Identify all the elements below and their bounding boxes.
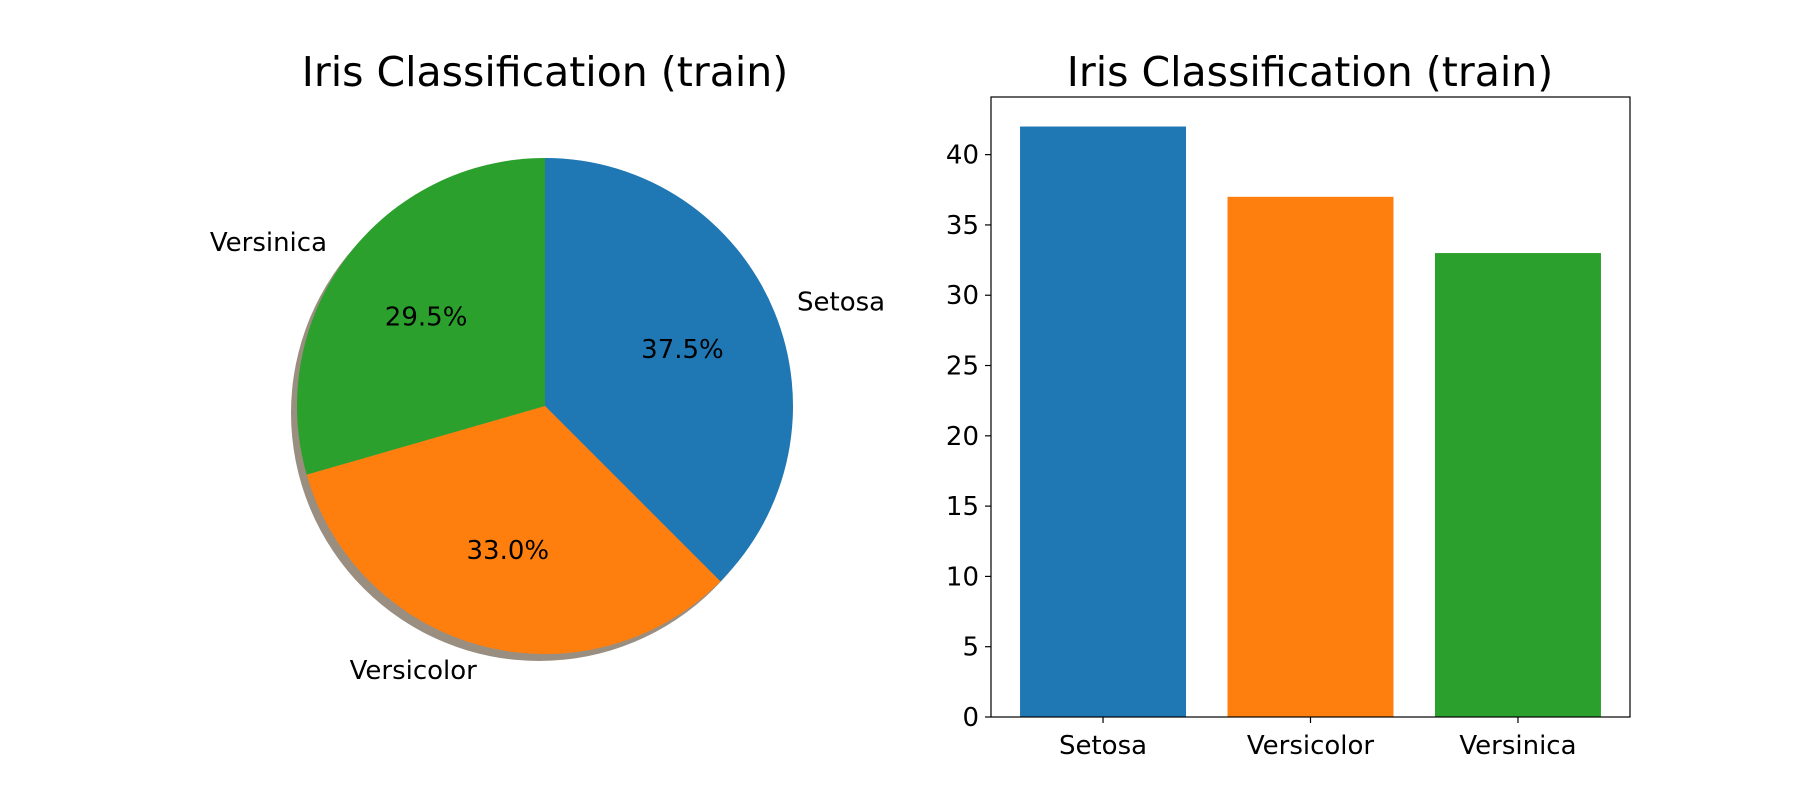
pie-chart: Iris Classification (train) Setosa 37.5% V…: [210, 48, 885, 686]
x-tick-label-setosa: Setosa: [1059, 731, 1147, 761]
pie-labels: Setosa 37.5% Versicolor 33.0% Versinica 29.5%: [210, 228, 885, 686]
y-axis-ticks: 0 5 10 15 20 25 30 35 40: [946, 141, 991, 733]
pie-chart-title: Iris Classification (train): [302, 48, 788, 96]
pie-percent-setosa: 37.5%: [641, 335, 724, 365]
y-tick-label: 40: [946, 141, 979, 171]
bar-chart: Iris Classification (train) 0 5 10 15 20 25 30…: [946, 48, 1631, 761]
pie-slice-setosa: [545, 158, 793, 582]
bar-bars: [1020, 126, 1601, 718]
y-tick-label: 15: [946, 492, 979, 522]
y-tick-label: 30: [946, 281, 979, 311]
y-tick-label: 0: [962, 703, 979, 733]
y-tick-label: 20: [946, 422, 979, 452]
bar-versinica: [1434, 253, 1601, 717]
plot-frame: [990, 96, 1631, 718]
y-tick-label: 35: [946, 211, 979, 241]
y-tick-label: 5: [962, 633, 979, 663]
x-tick-label-versinica: Versinica: [1459, 731, 1576, 761]
pie-slice-versinica: [297, 158, 545, 475]
pie-slices: [297, 158, 793, 654]
pie-label-versicolor: Versicolor: [350, 656, 478, 686]
bar-setosa: [1020, 126, 1187, 718]
pie-slice-versicolor: [306, 406, 721, 654]
x-axis-ticks: Setosa Versicolor Versinica: [1059, 717, 1577, 761]
pie-percent-versicolor: 33.0%: [467, 536, 550, 566]
y-tick-label: 25: [946, 352, 979, 382]
y-tick-label: 10: [946, 562, 979, 592]
pie-label-setosa: Setosa: [797, 288, 885, 318]
bar-chart-title: Iris Classification (train): [1067, 48, 1553, 96]
bar-versicolor: [1227, 196, 1394, 717]
x-tick-label-versicolor: Versicolor: [1247, 731, 1375, 761]
pie-percent-versinica: 29.5%: [385, 303, 468, 333]
pie-label-versinica: Versinica: [210, 228, 327, 258]
